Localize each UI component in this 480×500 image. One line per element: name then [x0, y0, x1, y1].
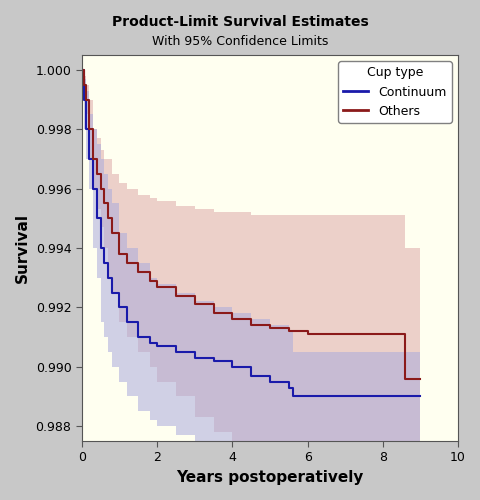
X-axis label: Years postoperatively: Years postoperatively	[176, 470, 363, 485]
Continuum	[83, 126, 88, 132]
Continuum	[173, 349, 179, 355]
Continuum	[105, 274, 111, 280]
Line: Continuum: Continuum	[82, 70, 420, 396]
Continuum	[248, 372, 253, 378]
Others	[304, 331, 310, 337]
Continuum	[285, 384, 291, 390]
Continuum	[342, 394, 348, 400]
Others	[81, 82, 86, 87]
Others	[229, 316, 235, 322]
Others	[124, 260, 130, 266]
Others	[109, 230, 115, 236]
Continuum	[94, 216, 99, 222]
Continuum	[135, 334, 141, 340]
Continuum	[379, 394, 385, 400]
Others	[86, 126, 92, 132]
Text: With 95% Confidence Limits: With 95% Confidence Limits	[152, 35, 328, 48]
Continuum	[101, 260, 107, 266]
Others	[210, 310, 216, 316]
Continuum	[79, 67, 84, 73]
Others	[135, 269, 141, 275]
Others	[94, 171, 99, 177]
Continuum	[124, 319, 130, 325]
Continuum	[398, 394, 404, 400]
Others	[173, 292, 179, 298]
Others	[342, 331, 348, 337]
Continuum	[90, 186, 96, 192]
Continuum	[192, 355, 197, 361]
Continuum	[304, 394, 310, 400]
Others	[146, 278, 152, 283]
Others	[402, 376, 408, 382]
Continuum	[266, 378, 272, 384]
Others	[398, 331, 404, 337]
Continuum	[417, 394, 422, 400]
Others	[285, 328, 291, 334]
Others	[266, 325, 272, 331]
Others	[116, 251, 122, 257]
Continuum	[116, 304, 122, 310]
Continuum	[81, 96, 86, 102]
Others	[248, 322, 253, 328]
Others	[90, 156, 96, 162]
Continuum	[210, 358, 216, 364]
Others	[192, 302, 197, 308]
Line: Others: Others	[82, 70, 420, 378]
Others	[105, 216, 111, 222]
Continuum	[289, 394, 295, 400]
Continuum	[97, 245, 103, 251]
Continuum	[86, 156, 92, 162]
Legend: Continuum, Others: Continuum, Others	[338, 61, 451, 122]
Others	[101, 200, 107, 206]
Continuum	[146, 340, 152, 346]
Others	[97, 186, 103, 192]
Others	[79, 67, 84, 73]
Continuum	[154, 343, 160, 349]
Others	[83, 96, 88, 102]
Continuum	[229, 364, 235, 370]
Text: Product-Limit Survival Estimates: Product-Limit Survival Estimates	[112, 15, 368, 29]
Others	[379, 331, 385, 337]
Others	[417, 376, 422, 382]
Y-axis label: Survival: Survival	[15, 213, 30, 283]
Others	[154, 284, 160, 290]
Continuum	[109, 290, 115, 296]
